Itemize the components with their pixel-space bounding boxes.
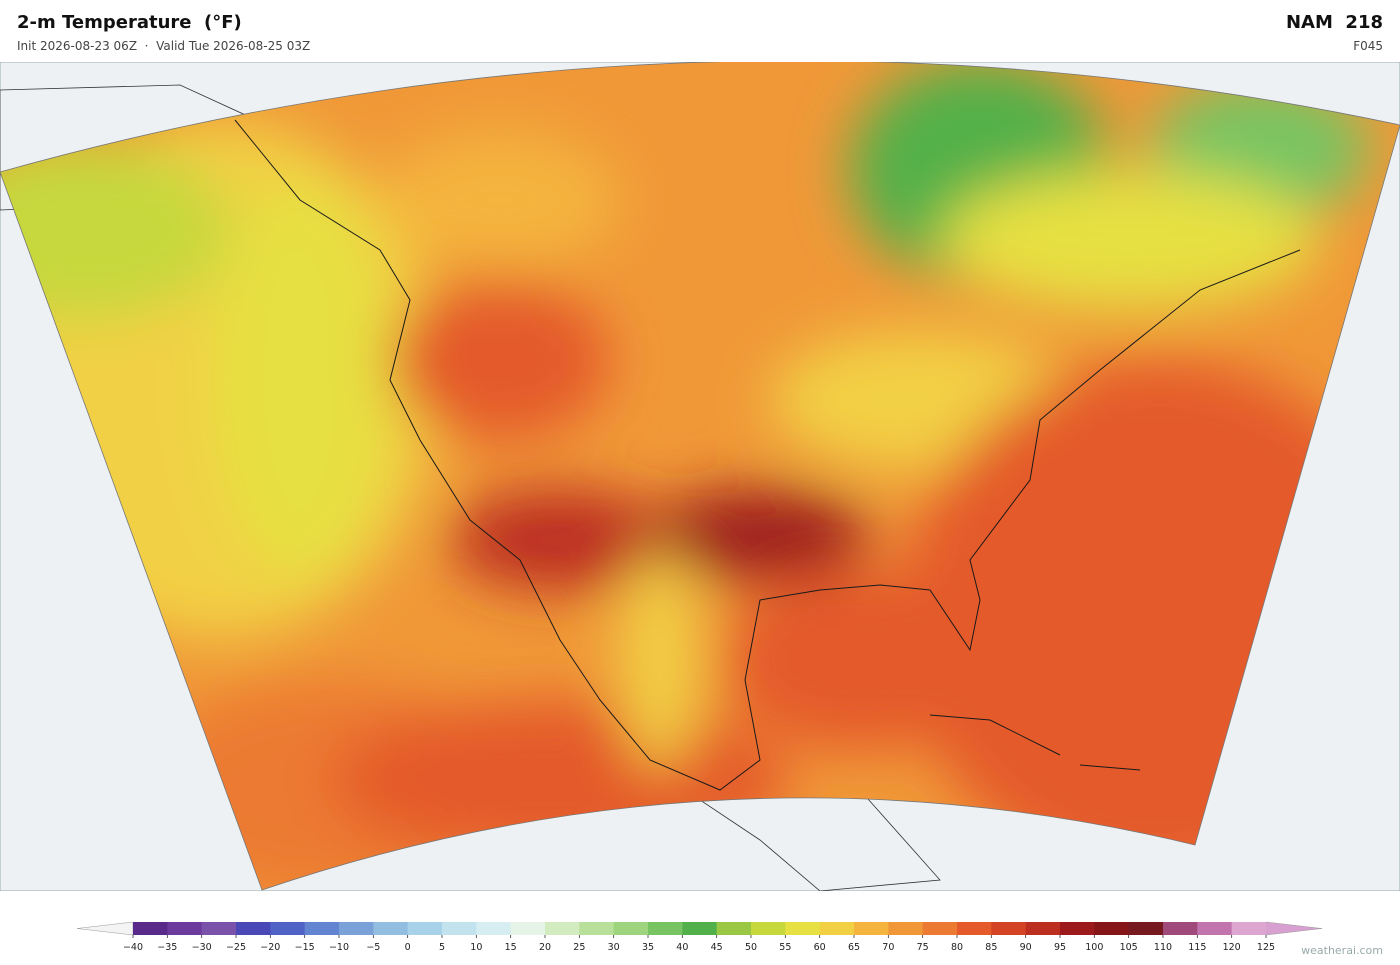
colorbar-tick-label: 120 <box>1223 942 1241 953</box>
colorbar-bin <box>407 922 443 935</box>
forecast-hour: F045 <box>1353 39 1383 53</box>
colorbar-tick-label: 100 <box>1085 942 1103 953</box>
colorbar-tick-label: −15 <box>295 942 315 953</box>
colorbar-bin <box>236 922 271 935</box>
colorbar-tick-label: 125 <box>1257 942 1275 953</box>
colorbar-bin <box>613 922 649 935</box>
colorbar-tick-label: 50 <box>745 942 757 953</box>
colorbar-tick-label: 110 <box>1154 942 1172 953</box>
colorbar-bin <box>373 922 408 935</box>
colorbar-tick-label: 115 <box>1188 942 1206 953</box>
colorbar-tick-label: −10 <box>329 942 349 953</box>
watermark: weatherai.com <box>1301 944 1383 957</box>
colorbar-bin <box>785 922 820 935</box>
colorbar-tick-label: 105 <box>1120 942 1138 953</box>
colorbar-bin <box>957 922 992 935</box>
colorbar-tick-label: 95 <box>1054 942 1066 953</box>
colorbar-bin <box>716 922 752 935</box>
colorbar-bin <box>1094 922 1129 935</box>
colorbar-bin <box>339 922 374 935</box>
colorbar-bin <box>682 922 717 935</box>
colorbar-tick-label: 45 <box>711 942 723 953</box>
colorbar-tick-label: 0 <box>405 942 411 953</box>
title: 2-m Temperature (°F) <box>17 12 242 33</box>
colorbar-bin <box>1231 922 1267 935</box>
colorbar-tick-label: −35 <box>157 942 177 953</box>
colorbar-bin <box>854 922 889 935</box>
colorbar-tick-label: 40 <box>676 942 688 953</box>
colorbar: −40 −35 −30 −25 −20 −15 −10 −5 0 5 10 15 20 25 30 35 40 4… <box>76 921 1323 953</box>
colorbar-tick-label: 85 <box>985 942 997 953</box>
colorbar-tick-label: 15 <box>505 942 517 953</box>
colorbar-bin <box>1060 922 1095 935</box>
colorbar-bin <box>579 922 614 935</box>
colorbar-tick-label: 20 <box>539 942 551 953</box>
colorbar-bin <box>1128 922 1164 935</box>
colorbar-tick-label: −25 <box>226 942 246 953</box>
colorbar-tick-label: −40 <box>123 942 143 953</box>
colorbar-bin <box>201 922 237 935</box>
colorbar-tick-label: 75 <box>917 942 929 953</box>
colorbar-tick-label: 10 <box>470 942 482 953</box>
colorbar-tick-label: 25 <box>573 942 585 953</box>
islands <box>929 714 1141 771</box>
colorbar-bin <box>751 922 786 935</box>
colorbar-tick-label: −30 <box>192 942 212 953</box>
colorbar-bin <box>167 922 202 935</box>
colorbar-bin <box>1197 922 1232 935</box>
colorbar-extend-high <box>1265 921 1323 936</box>
colorbar-bin <box>1163 922 1198 935</box>
colorbar-tick-label: 55 <box>779 942 791 953</box>
subtitle: Init 2026-08-23 06Z · Valid Tue 2026-08-… <box>17 39 310 53</box>
colorbar-tick-label: 5 <box>439 942 445 953</box>
colorbar-bin <box>888 922 923 935</box>
colorbar-bin <box>819 922 855 935</box>
colorbar-tick-label: −5 <box>366 942 380 953</box>
colorbar-bin <box>476 922 511 935</box>
colorbar-tick-label: 35 <box>642 942 654 953</box>
colorbar-bin <box>304 922 340 935</box>
model-name: NAM 218 <box>1286 12 1383 33</box>
colorbar-extend-low <box>76 921 134 936</box>
coastline <box>234 119 1301 791</box>
colorbar-tick-label: 70 <box>882 942 894 953</box>
colorbar-tick-label: 30 <box>608 942 620 953</box>
colorbar-bin <box>510 922 546 935</box>
colorbar-bin <box>442 922 477 935</box>
colorbar-tick-label: 65 <box>848 942 860 953</box>
colorbar-bin <box>1025 922 1061 935</box>
colorbar-bin <box>545 922 580 935</box>
colorbar-bin <box>922 922 958 935</box>
colorbar-bin <box>648 922 683 935</box>
colorbar-tick-label: 80 <box>951 942 963 953</box>
colorbar-bin <box>133 922 168 935</box>
domain-edge <box>0 62 1400 891</box>
colorbar-tick-label: 90 <box>1020 942 1032 953</box>
colorbar-tick-label: −20 <box>260 942 280 953</box>
colorbar-tick-label: 60 <box>814 942 826 953</box>
colorbar-bin <box>270 922 305 935</box>
colorbar-bin <box>991 922 1026 935</box>
